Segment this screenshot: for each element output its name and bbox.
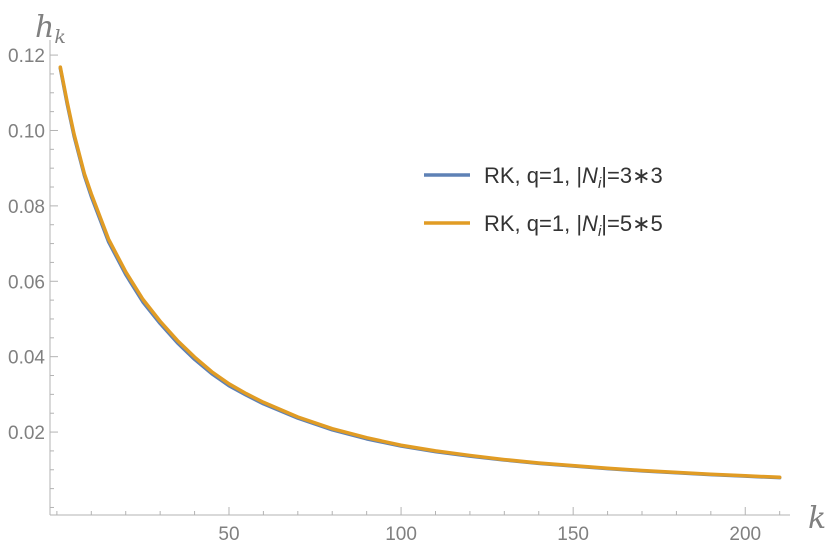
y-tick-label-4: 0.10 [8,121,45,142]
y-axis-title: hk [35,10,66,48]
legend: RK, q=1, |Ni|=3∗3 RK, q=1, |Ni|=5∗5 [424,163,663,240]
legend-label-series-2: RK, q=1, |Ni|=5∗5 [484,211,663,240]
ticks: 50 100 150 200 0.02 0.04 0.06 0.08 0.10 0.12 [8,46,781,545]
x-tick-label-3: 200 [729,524,761,545]
y-tick-label-1: 0.04 [8,348,45,369]
x-tick-label-1: 100 [385,524,417,545]
x-tick-label-0: 50 [218,524,239,545]
series-group [58,65,782,480]
series-line-2 [58,65,782,480]
y-tick-label-0: 0.02 [8,423,45,444]
x-tick-label-2: 150 [557,524,589,545]
series-line-1 [58,66,782,480]
y-tick-label-5: 0.12 [8,46,45,67]
legend-label-series-1: RK, q=1, |Ni|=3∗3 [484,163,663,192]
axes [49,40,790,516]
x-axis-title: k [808,501,826,536]
y-tick-label-3: 0.08 [8,197,45,218]
y-tick-label-2: 0.06 [8,272,45,293]
